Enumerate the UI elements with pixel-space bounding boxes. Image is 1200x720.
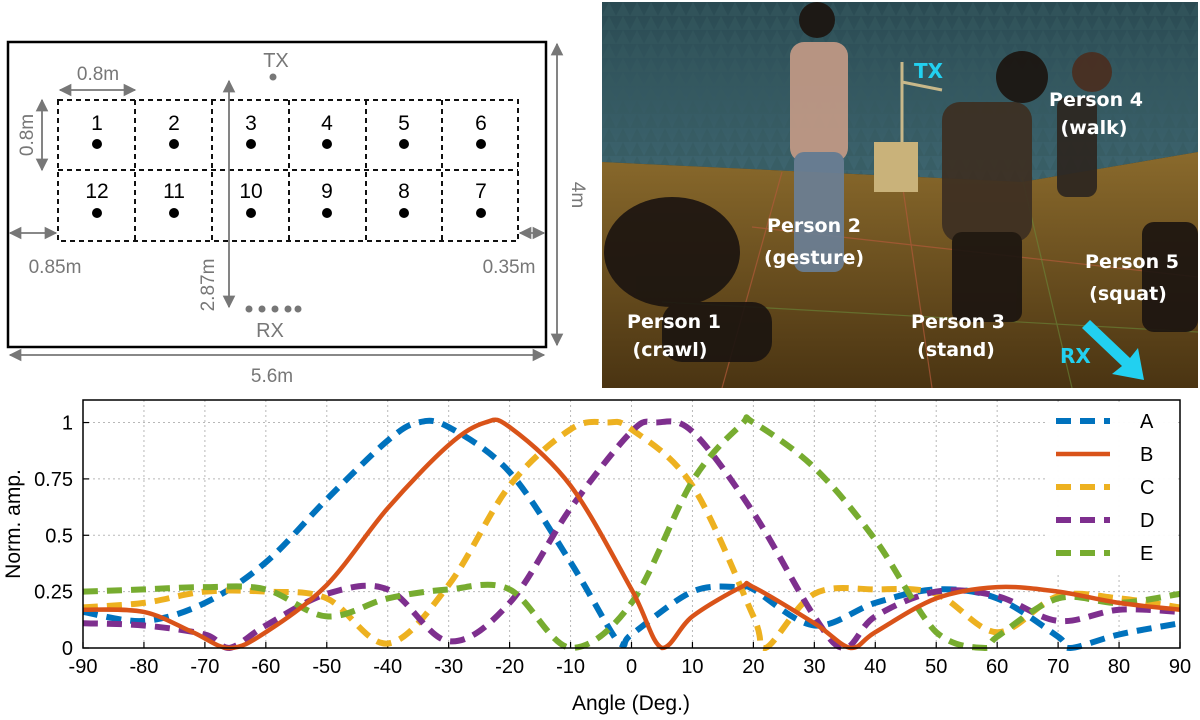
x-tick-labels: -90 -80 -70 -60 -50 -40 -30 -20 -10 0 10 20 30 40 50 60… bbox=[69, 656, 1192, 678]
dim-left-margin: 0.85m bbox=[29, 257, 82, 278]
cell-label: 4 bbox=[321, 112, 333, 135]
x-tick-label: 30 bbox=[803, 656, 825, 678]
x-axis-label: Angle (Deg.) bbox=[572, 692, 690, 715]
x-tick-label: -30 bbox=[434, 656, 463, 678]
x-tick-label: -80 bbox=[129, 656, 158, 678]
chart-grid bbox=[82, 400, 1181, 649]
cell-label: 6 bbox=[475, 112, 487, 135]
x-tick-label: -40 bbox=[373, 656, 402, 678]
photo-illustration: TX RX Person 1 (crawl) Person 2 (gesture… bbox=[602, 2, 1198, 388]
photo-tx-label: TX bbox=[914, 59, 944, 83]
legend-label-a: A bbox=[1140, 411, 1154, 433]
x-tick-label: 50 bbox=[925, 656, 947, 678]
floor-plan-diagram: 1 2 3 4 5 6 12 11 10 9 8 7 TX RX 0.8m 0.… bbox=[6, 40, 588, 387]
series-line-c bbox=[82, 418, 1181, 652]
cell-label: 7 bbox=[475, 180, 487, 203]
x-tick-label: 40 bbox=[864, 656, 886, 678]
legend-label-c: C bbox=[1140, 477, 1154, 499]
y-tick-label: 0.5 bbox=[45, 525, 73, 547]
person-5-action: (squat) bbox=[1089, 283, 1167, 305]
beam-pattern-chart: -90 -80 -70 -60 -50 -40 -30 -20 -10 0 10 20 30 40 50 60… bbox=[2, 399, 1192, 715]
dimension-arrows bbox=[8, 42, 564, 362]
y-tick-labels: 0 0.25 0.5 0.75 1 bbox=[34, 413, 73, 660]
cell-label: 5 bbox=[398, 112, 410, 135]
rx-label: RX bbox=[256, 320, 284, 342]
x-tick-label: 90 bbox=[1169, 656, 1191, 678]
legend-label-e: E bbox=[1140, 543, 1153, 565]
y-tick-label: 1 bbox=[62, 413, 73, 435]
person-4-action: (walk) bbox=[1061, 117, 1128, 139]
cell-label: 8 bbox=[398, 180, 410, 203]
x-tick-label: 60 bbox=[986, 656, 1008, 678]
x-tick-label: -20 bbox=[495, 656, 524, 678]
cell-label: 1 bbox=[91, 112, 103, 135]
cell-label: 3 bbox=[245, 112, 257, 135]
cell-label: 2 bbox=[168, 112, 180, 135]
x-tick-label: 20 bbox=[742, 656, 764, 678]
person-3-name: Person 3 bbox=[911, 311, 1005, 333]
cell-grid bbox=[57, 99, 519, 242]
room-outline bbox=[6, 40, 548, 349]
cell-markers: 1 2 3 4 5 6 12 11 10 9 8 7 bbox=[85, 112, 487, 203]
legend-label-b: B bbox=[1140, 444, 1153, 466]
x-tick-label: -90 bbox=[69, 656, 98, 678]
y-axis-label: Norm. amp. bbox=[2, 469, 25, 579]
dim-cell-width: 0.8m bbox=[77, 64, 119, 85]
cell-label: 9 bbox=[321, 180, 333, 203]
y-tick-label: 0.25 bbox=[34, 582, 73, 604]
rx-antennas bbox=[245, 305, 302, 313]
x-tick-label: 0 bbox=[626, 656, 637, 678]
person-3-action: (stand) bbox=[917, 339, 995, 361]
tx-antenna bbox=[269, 73, 277, 81]
dim-right-margin: 0.35m bbox=[483, 257, 536, 278]
dim-tx-rx: 2.87m bbox=[198, 259, 219, 312]
legend-label-d: D bbox=[1140, 510, 1154, 532]
dim-cell-height: 0.8m bbox=[17, 114, 38, 156]
x-tick-label: 80 bbox=[1108, 656, 1130, 678]
person-2-name: Person 2 bbox=[767, 215, 861, 237]
cell-label: 12 bbox=[85, 180, 108, 203]
person-5-name: Person 5 bbox=[1085, 251, 1179, 273]
cell-label: 10 bbox=[239, 180, 262, 203]
y-tick-label: 0.75 bbox=[34, 469, 73, 491]
x-tick-label: -60 bbox=[251, 656, 280, 678]
dim-room-width: 5.6m bbox=[251, 366, 293, 387]
person-1-name: Person 1 bbox=[627, 311, 721, 333]
dim-room-height: 4m bbox=[567, 182, 588, 208]
series-line-e bbox=[82, 414, 1181, 652]
chart-series bbox=[82, 414, 1181, 652]
cell-label: 11 bbox=[163, 180, 185, 203]
y-tick-label: 0 bbox=[62, 638, 73, 660]
x-tick-label: -10 bbox=[556, 656, 585, 678]
x-tick-label: 10 bbox=[681, 656, 703, 678]
cell-dots bbox=[92, 139, 486, 218]
x-tick-label: -70 bbox=[190, 656, 219, 678]
person-4-name: Person 4 bbox=[1049, 89, 1143, 111]
plot-frame bbox=[82, 399, 1181, 649]
person-2-action: (gesture) bbox=[764, 247, 864, 269]
x-tick-label: -50 bbox=[312, 656, 341, 678]
photo-rx-label: RX bbox=[1060, 344, 1091, 368]
tx-label: TX bbox=[263, 50, 289, 72]
experiment-photo: TX RX Person 1 (crawl) Person 2 (gesture… bbox=[602, 2, 1198, 388]
series-line-a bbox=[82, 417, 1181, 652]
person-1-action: (crawl) bbox=[633, 339, 708, 361]
series-line-b bbox=[82, 417, 1181, 651]
x-tick-label: 70 bbox=[1047, 656, 1069, 678]
